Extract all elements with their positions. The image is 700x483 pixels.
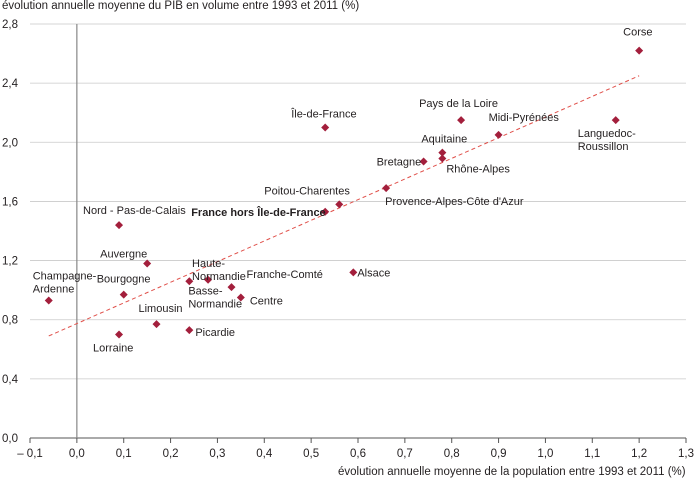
x-tick-label: 0,9 bbox=[491, 448, 507, 460]
y-axis-title: évolution annuelle moyenne du PIB en vol… bbox=[2, 0, 360, 12]
data-point-marker bbox=[185, 277, 194, 286]
data-point-marker bbox=[119, 290, 128, 299]
data-point-label: France hors Île-de-France bbox=[191, 206, 326, 219]
y-tick-label: 0,0 bbox=[2, 433, 18, 445]
data-point-marker bbox=[115, 221, 124, 230]
data-point-label: Poitou-Charentes bbox=[264, 185, 350, 197]
x-axis-title: évolution annuelle moyenne de la populat… bbox=[338, 466, 686, 478]
x-tick-label: 0,4 bbox=[256, 448, 273, 460]
data-point-marker bbox=[44, 296, 53, 305]
data-point-marker bbox=[457, 116, 466, 125]
data-point-label: Champagne- bbox=[33, 270, 97, 282]
data-point-label: Picardie bbox=[195, 327, 235, 339]
data-point-marker bbox=[115, 330, 124, 339]
data-point-label: Île-de-France bbox=[290, 108, 356, 121]
y-tick-label: 2,4 bbox=[2, 78, 19, 90]
data-point-label: Lorraine bbox=[93, 343, 133, 355]
y-tick-label: 1,6 bbox=[2, 196, 18, 208]
x-tick-label: – 0,1 bbox=[17, 448, 43, 460]
y-tick-label: 2,0 bbox=[2, 137, 18, 149]
data-point-label: Normandie bbox=[188, 298, 242, 310]
data-point-label: Normandie bbox=[192, 271, 246, 283]
x-tick-label: 0,8 bbox=[444, 448, 460, 460]
data-point-label: Centre bbox=[250, 296, 283, 308]
data-point-marker bbox=[494, 130, 503, 139]
data-point-label: Ardenne bbox=[33, 283, 75, 295]
trend-line bbox=[48, 75, 640, 337]
x-tick-label: 1,3 bbox=[678, 448, 694, 460]
data-point-label: Corse bbox=[623, 27, 652, 39]
data-point-label: Bretagne bbox=[377, 157, 422, 169]
data-point-marker bbox=[438, 148, 447, 157]
x-tick-label: 0,2 bbox=[163, 448, 179, 460]
data-point-label: Auvergne bbox=[100, 249, 147, 261]
x-tick-label: 0,0 bbox=[69, 448, 85, 460]
y-tick-label: 0,4 bbox=[2, 374, 19, 386]
data-point-label: Nord - Pas-de-Calais bbox=[83, 205, 186, 217]
data-point-label: Roussillon bbox=[578, 141, 629, 153]
data-point-marker bbox=[143, 259, 152, 268]
data-point-label: Midi-Pyrénées bbox=[489, 112, 560, 124]
data-point-marker bbox=[438, 154, 447, 163]
data-point-label: Alsace bbox=[357, 267, 390, 279]
data-point-marker bbox=[419, 157, 428, 166]
x-tick-label: 0,1 bbox=[116, 448, 132, 460]
data-point-label: Rhône-Alpes bbox=[446, 164, 510, 176]
data-point-marker bbox=[635, 46, 644, 55]
x-tick-label: 0,5 bbox=[303, 448, 319, 460]
x-tick-label: 0,6 bbox=[350, 448, 366, 460]
data-point-marker bbox=[204, 275, 213, 284]
x-tick-label: 0,7 bbox=[397, 448, 413, 460]
x-tick-label: 1,2 bbox=[631, 448, 647, 460]
data-point-marker bbox=[185, 326, 194, 335]
data-point-marker bbox=[321, 123, 330, 132]
data-point-label: Bourgogne bbox=[97, 274, 151, 286]
y-tick-label: 0,8 bbox=[2, 315, 18, 327]
data-point-marker bbox=[236, 293, 245, 302]
data-point-label: Limousin bbox=[139, 303, 183, 315]
x-tick-label: 1,1 bbox=[584, 448, 600, 460]
data-point-label: Languedoc- bbox=[578, 128, 636, 140]
x-tick-label: 0,3 bbox=[209, 448, 225, 460]
data-point-label: Haute- bbox=[192, 258, 225, 270]
data-point-label: Provence-Alpes-Côte d'Azur bbox=[385, 196, 524, 208]
data-point-marker bbox=[382, 184, 391, 193]
data-point-label: Basse- bbox=[188, 285, 223, 297]
data-point-marker bbox=[152, 320, 161, 329]
data-point-marker bbox=[321, 207, 330, 216]
data-point-label: Franche-Comté bbox=[246, 269, 322, 281]
y-tick-label: 2,8 bbox=[2, 19, 18, 31]
data-point-label: Aquitaine bbox=[421, 134, 467, 146]
y-tick-label: 1,2 bbox=[2, 256, 18, 268]
data-point-label: Pays de la Loire bbox=[419, 98, 498, 110]
data-point-marker bbox=[349, 268, 358, 277]
data-point-marker bbox=[335, 200, 344, 209]
x-tick-label: 1,0 bbox=[537, 448, 553, 460]
data-point-marker bbox=[227, 283, 236, 292]
data-point-marker bbox=[611, 116, 620, 125]
